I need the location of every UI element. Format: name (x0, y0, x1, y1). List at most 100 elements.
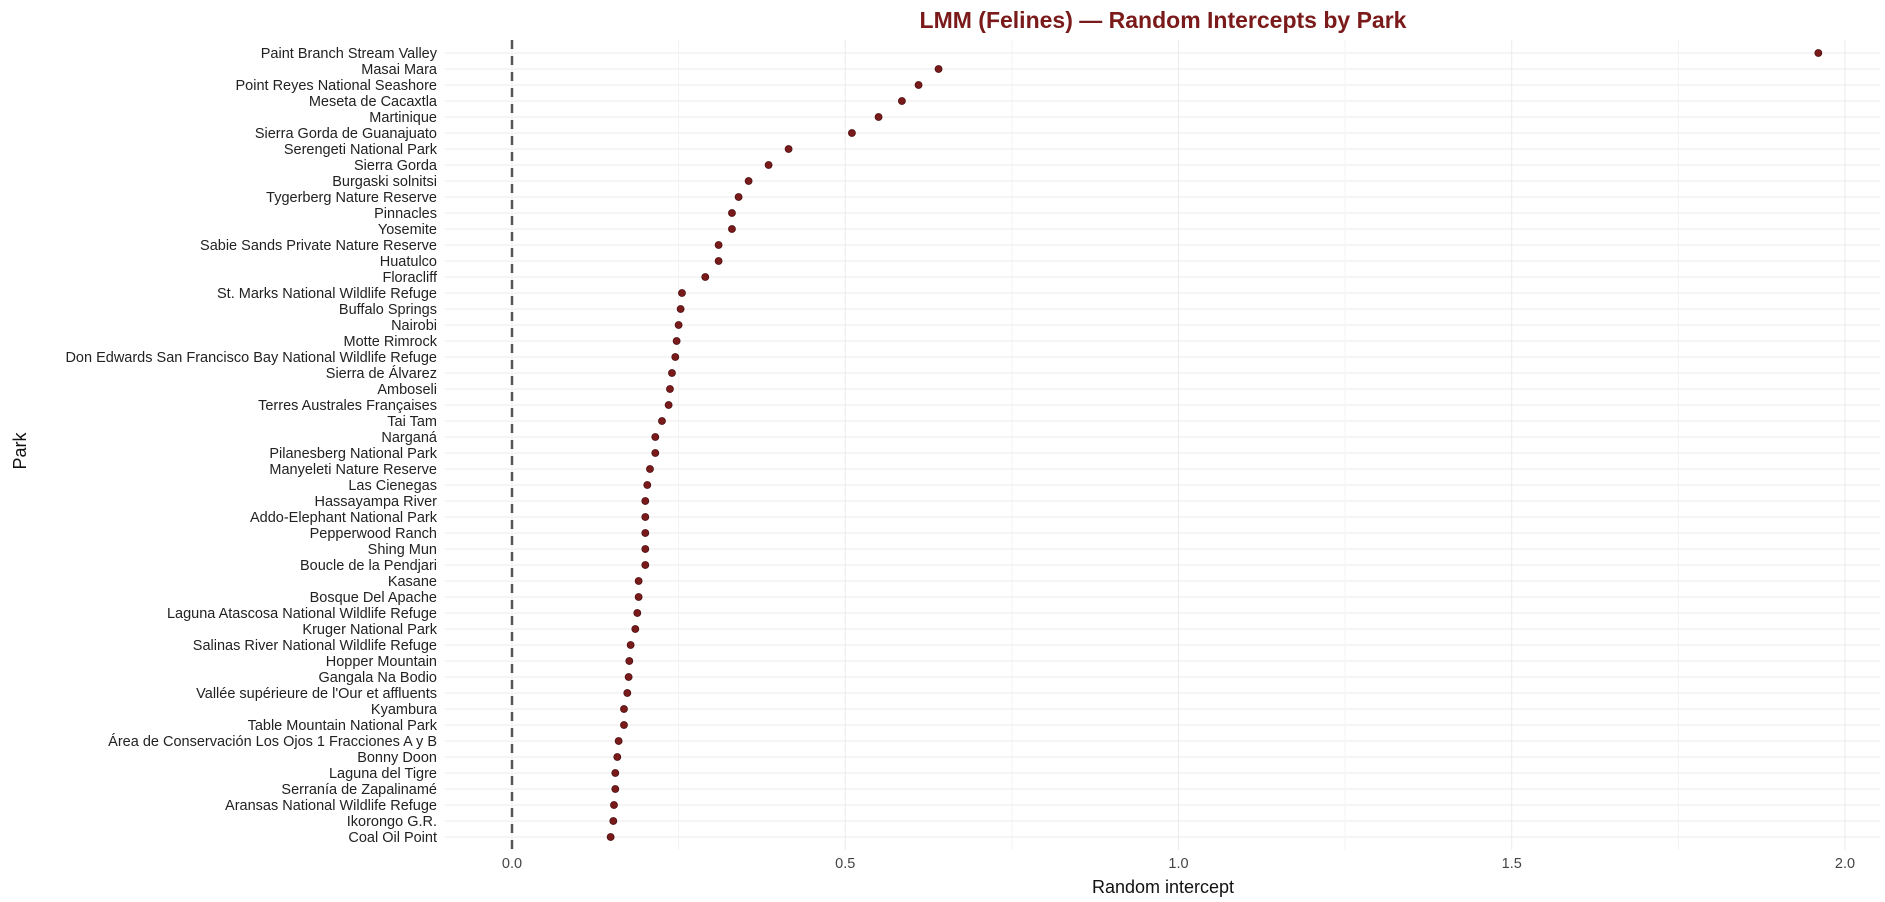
y-tick-label: Hassayampa River (315, 494, 438, 510)
y-tick-label: Tygerberg Nature Reserve (266, 190, 437, 206)
y-tick-label: Bonny Doon (357, 750, 437, 766)
y-tick-label: Kyambura (371, 702, 438, 718)
y-tick-label: Pepperwood Ranch (310, 526, 437, 542)
x-tick-labels: 0.0 0.5 1.0 1.5 2.0 (502, 856, 1855, 872)
data-point (623, 689, 632, 697)
y-tick-label: Shing Mun (368, 542, 437, 558)
y-tick-label: Yosemite (378, 222, 437, 238)
y-tick-label: Narganá (381, 430, 438, 446)
data-point (614, 737, 623, 745)
data-point (728, 225, 736, 233)
y-tick-label: Sabie Sands Private Nature Reserve (200, 238, 437, 254)
data-point (651, 449, 660, 457)
x-tick-label: 0.5 (835, 856, 855, 872)
x-tick-label: 1.5 (1502, 856, 1522, 872)
x-tick-label: 1.0 (1168, 856, 1188, 872)
y-tick-label: Meseta de Cacaxtla (309, 94, 438, 110)
y-tick-label: Coal Oil Point (348, 830, 437, 846)
y-tick-label: Tai Tam (387, 414, 437, 430)
y-tick-label: Serranía de Zapalinamé (281, 782, 437, 798)
y-tick-label: St. Marks National Wildlife Refuge (217, 286, 437, 302)
data-point (620, 721, 628, 729)
chart-title: LMM (Felines) — Random Intercepts by Par… (920, 7, 1407, 33)
y-tick-label: Nairobi (391, 318, 437, 334)
y-tick-label: Aransas National Wildlife Refuge (225, 798, 437, 814)
y-tick-label: Floracliff (382, 270, 437, 286)
y-tick-label: Burgaski solnitsi (332, 174, 437, 190)
y-tick-label: Serengeti National Park (284, 142, 438, 158)
data-point (714, 241, 723, 249)
data-point (934, 65, 943, 73)
y-tick-label: Masai Mara (361, 62, 438, 78)
data-point (914, 81, 923, 89)
data-point (620, 705, 628, 713)
data-point (664, 401, 673, 409)
grid (445, 40, 1880, 850)
data-point (744, 177, 753, 185)
x-tick-label: 0.0 (502, 856, 522, 872)
data-point (764, 161, 773, 169)
y-tick-label: Ikorongo G.R. (347, 814, 437, 830)
x-axis-title: Random intercept (1092, 877, 1234, 897)
data-point (676, 305, 685, 313)
y-tick-label: Laguna del Tigre (329, 766, 437, 782)
points (606, 49, 1823, 841)
data-point (641, 561, 650, 569)
data-point (646, 465, 654, 473)
data-point (634, 593, 643, 601)
data-point (610, 801, 618, 809)
data-point (626, 641, 635, 649)
y-tick-label: Vallée supérieure de l'Our et affluents (196, 686, 437, 702)
data-point (641, 529, 650, 537)
data-point (728, 209, 736, 217)
y-tick-label: Terres Australes Françaises (258, 398, 437, 414)
data-point (633, 609, 642, 617)
y-tick-label: Martinique (369, 110, 437, 126)
data-point (874, 113, 883, 121)
data-point (609, 817, 618, 825)
y-tick-label: Motte Rimrock (344, 334, 438, 350)
data-point (611, 785, 620, 793)
y-tick-label: Kruger National Park (302, 622, 437, 638)
data-point (1814, 49, 1823, 57)
data-point (701, 273, 710, 281)
y-tick-label: Pilanesberg National Park (269, 446, 437, 462)
y-tick-label: Paint Branch Stream Valley (261, 46, 438, 62)
y-tick-label: Amboseli (377, 382, 437, 398)
data-point (651, 433, 660, 441)
y-tick-label: Salinas River National Wildlife Refuge (193, 638, 437, 654)
y-tick-label: Gangala Na Bodio (319, 670, 438, 686)
y-tick-label: Buffalo Springs (339, 302, 437, 318)
data-point (734, 193, 743, 201)
y-tick-label: Área de Conservación Los Ojos 1 Fraccion… (108, 733, 437, 750)
y-tick-label: Sierra Gorda de Guanajuato (255, 126, 437, 142)
data-point (898, 97, 906, 105)
y-tick-label: Sierra Gorda (354, 158, 438, 174)
data-point (613, 753, 622, 761)
data-point (641, 545, 650, 553)
y-tick-label: Pinnacles (374, 206, 437, 222)
data-point (624, 673, 633, 681)
data-point (714, 257, 723, 265)
data-point (848, 129, 856, 137)
y-axis-title: Park (10, 431, 30, 469)
y-tick-label: Table Mountain National Park (248, 718, 438, 734)
data-point (784, 145, 793, 153)
data-point (634, 577, 643, 585)
y-tick-label: Kasane (388, 574, 437, 590)
data-point (611, 769, 620, 777)
data-point (666, 385, 674, 393)
data-point (643, 481, 652, 489)
y-tick-label: Manyeleti Nature Reserve (269, 462, 437, 478)
data-point (678, 289, 686, 297)
y-tick-label: Huatulco (380, 254, 437, 270)
y-tick-label: Sierra de Álvarez (326, 365, 437, 382)
x-tick-label: 2.0 (1835, 856, 1855, 872)
data-point (641, 513, 650, 521)
y-tick-label: Bosque Del Apache (310, 590, 437, 606)
data-point (658, 417, 666, 425)
data-point (668, 369, 676, 377)
y-tick-label: Las Cienegas (348, 478, 437, 494)
